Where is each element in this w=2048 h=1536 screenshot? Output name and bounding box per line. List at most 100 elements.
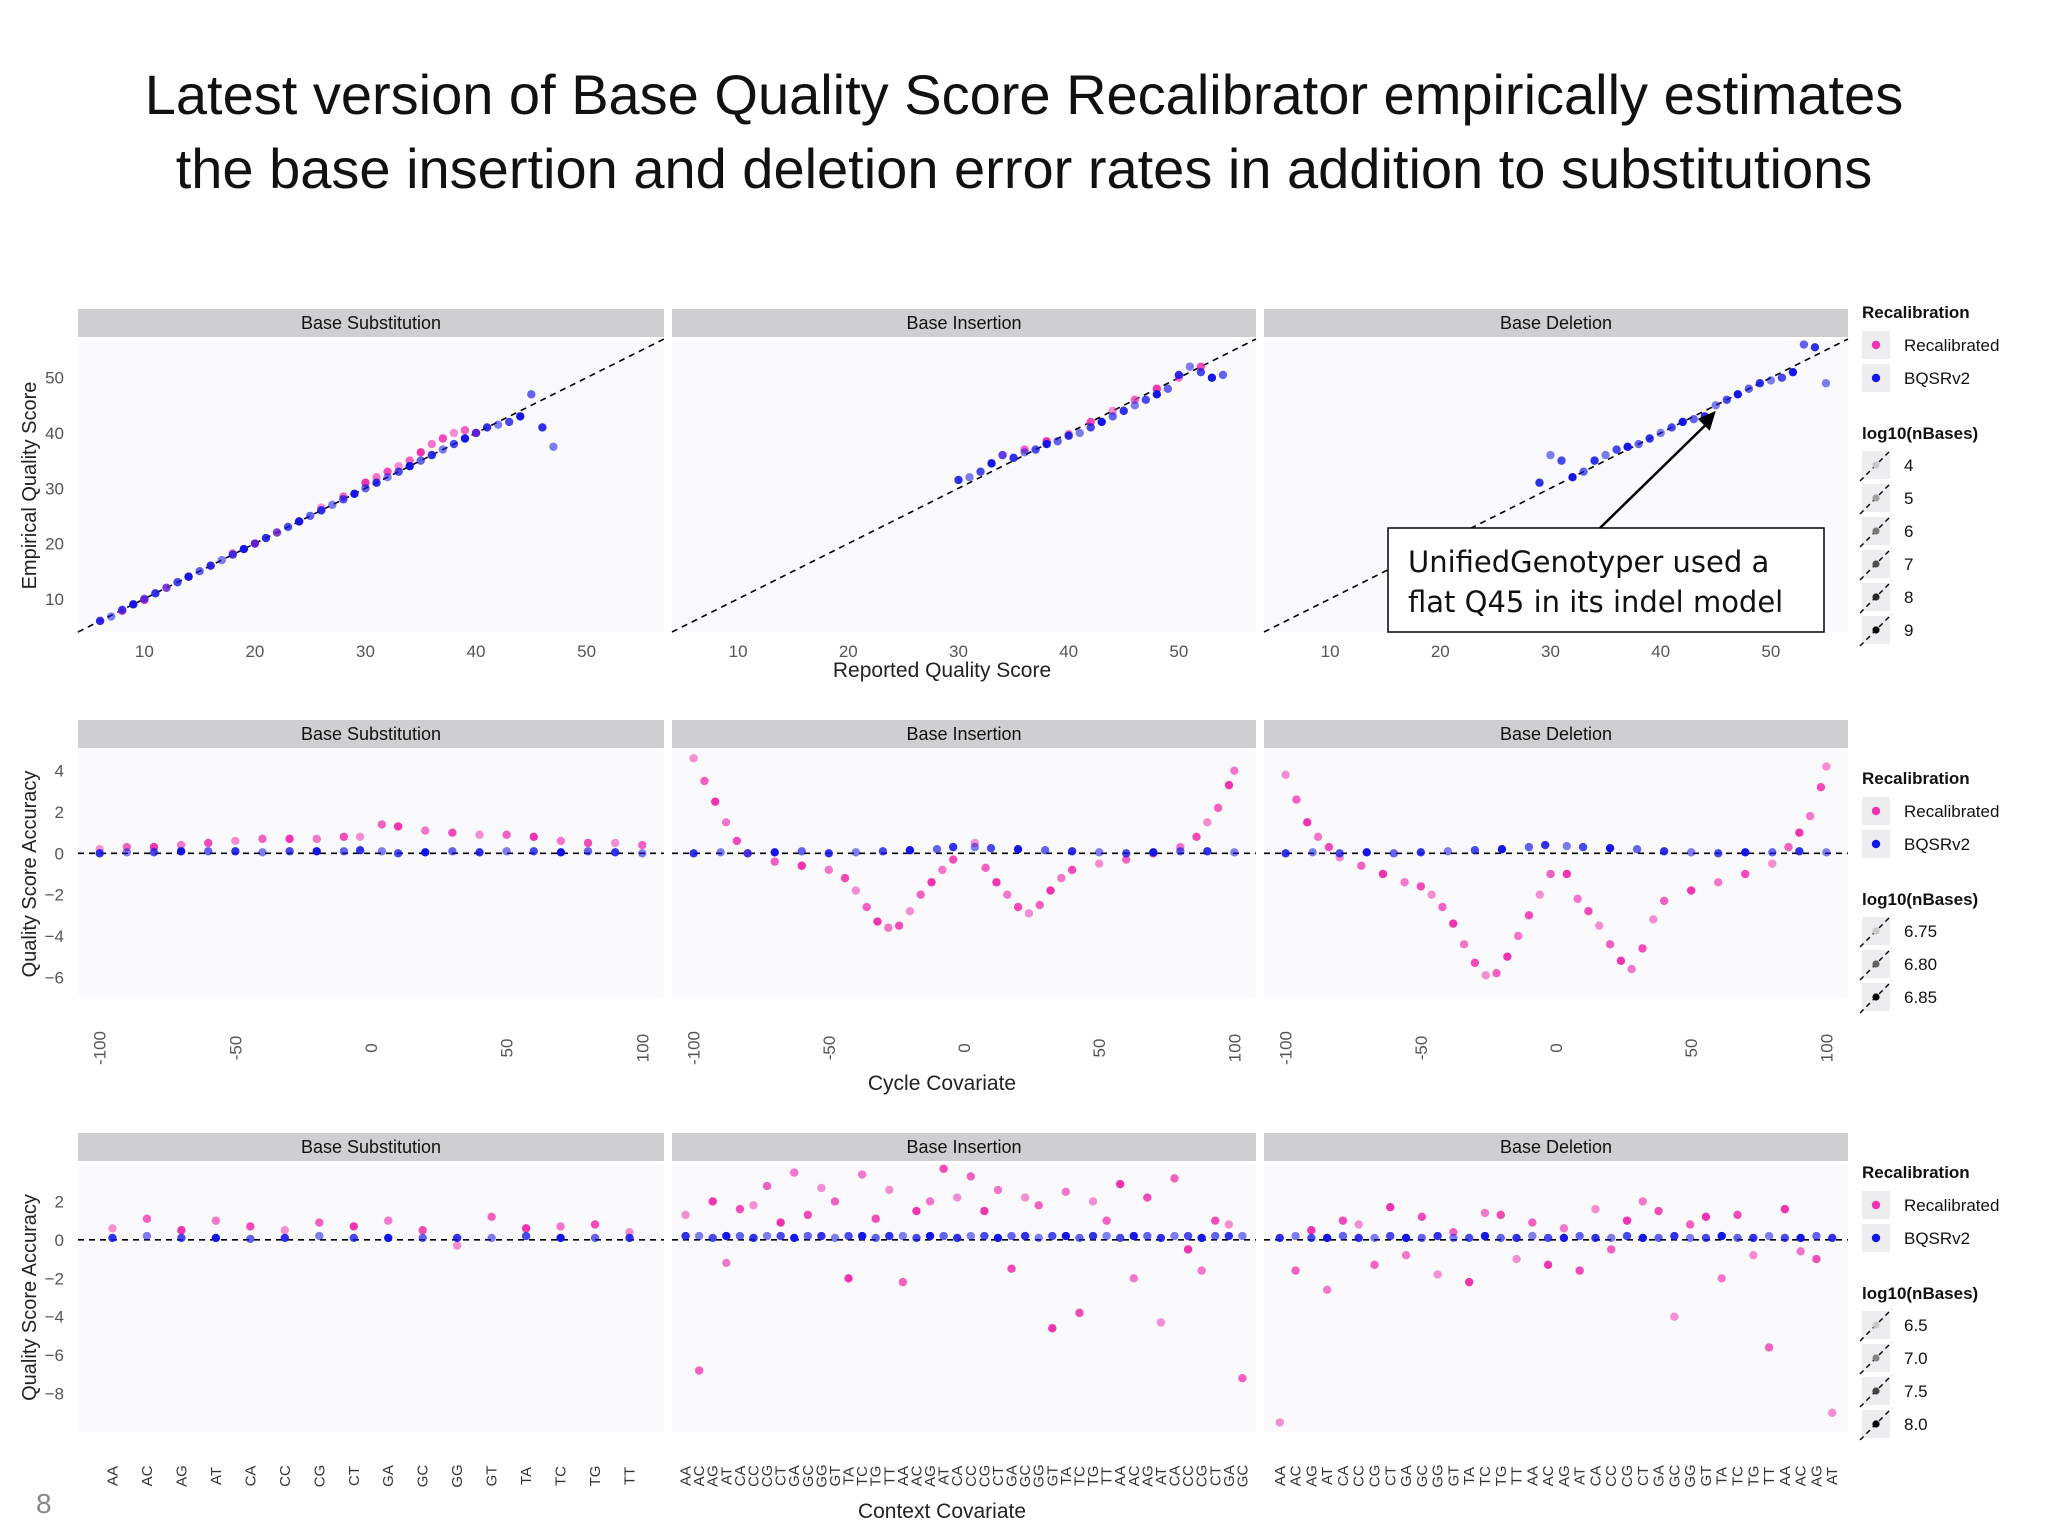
bqsrv2-point [1749, 1233, 1758, 1243]
recalibrated-point [700, 776, 709, 786]
x-tick-label: CC [1603, 1465, 1620, 1487]
bqsrv2-point [106, 612, 116, 621]
page-number: 8 [36, 1488, 52, 1519]
recalibrated-point [749, 1201, 758, 1210]
recalibrated-point [1156, 1318, 1166, 1327]
recalibrated-point [204, 838, 213, 848]
legend-size-swatch [1872, 560, 1880, 568]
x-tick-label: 10 [135, 642, 154, 661]
bqsrv2-point [384, 1233, 393, 1243]
x-tick-label: 50 [498, 1039, 517, 1058]
recalibrated-point [948, 855, 958, 864]
bqsrv2-point [1575, 1231, 1584, 1241]
y-tick-label: −4 [45, 1308, 64, 1327]
x-tick-label: CG [1619, 1465, 1636, 1488]
bqsrv2-point [1040, 846, 1050, 855]
legend-swatch [1871, 839, 1881, 849]
recalibrated-point [1313, 832, 1323, 841]
bqsrv2-point [1088, 1231, 1098, 1241]
legend-label: BQSRv2 [1904, 369, 1970, 388]
recalibrated-point [460, 426, 470, 435]
y-tick-label: −6 [45, 1346, 64, 1365]
recalibrated-point [1291, 1266, 1300, 1275]
recalibrated-point [142, 1214, 152, 1223]
recalibrated-point [1211, 1216, 1220, 1225]
bqsrv2-point [590, 1233, 600, 1243]
x-tick-label: CA [242, 1466, 259, 1487]
recalibrated-point [732, 836, 742, 846]
bqsrv2-point [475, 848, 484, 857]
recalibrated-point [502, 830, 511, 839]
bqsrv2-point [482, 423, 492, 432]
recalibrated-point [1546, 869, 1555, 879]
bqsrv2-point [1744, 384, 1754, 393]
bqsrv2-point [1497, 845, 1507, 854]
legend-size-title: log10(nBases) [1862, 1284, 1978, 1303]
bqsrv2-point [372, 478, 381, 487]
legend-label: 5 [1904, 489, 1913, 508]
recalibrated-point [905, 907, 915, 916]
bqsrv2-point [1714, 849, 1723, 858]
bqsrv2-point [1733, 390, 1743, 399]
recalibrated-point [1417, 1212, 1427, 1222]
x-tick-label: AT [208, 1467, 225, 1485]
panel-background [1264, 750, 1848, 998]
x-tick-label: CG [311, 1465, 328, 1488]
panel-background [78, 750, 664, 998]
bqsrv2-point [1535, 478, 1544, 487]
recalibrated-point [1035, 900, 1044, 910]
x-tick-label: 20 [245, 642, 264, 661]
recalibrated-point [438, 434, 448, 443]
bqsrv2-point [95, 616, 105, 626]
recalibrated-point [770, 857, 779, 866]
recalibrated-point [1496, 1210, 1505, 1220]
bqsrv2-point [1667, 423, 1676, 432]
recalibrated-point [1562, 869, 1572, 879]
bqsrv2-point [556, 1233, 565, 1243]
bqsrv2-point [1275, 1233, 1284, 1243]
bqsrv2-point [1053, 437, 1062, 446]
bqsrv2-point [803, 1231, 813, 1241]
recalibrated-point [1503, 952, 1512, 961]
x-tick-label: TC [1071, 1466, 1088, 1486]
bqsrv2-point [824, 849, 834, 858]
recalibrated-point [898, 1277, 908, 1287]
bqsrv2-point [1768, 848, 1777, 857]
y-tick-label: 2 [55, 803, 64, 822]
bqsrv2-point [1416, 848, 1426, 857]
x-tick-label: TG [1085, 1466, 1102, 1487]
x-tick-label: AC [908, 1465, 925, 1486]
legend-size-swatch [1872, 494, 1880, 502]
legend-swatch [1871, 806, 1881, 816]
recalibrated-point [1512, 1254, 1521, 1264]
recalibrated-point [1386, 1202, 1395, 1212]
recalibrated-point [1717, 1274, 1726, 1283]
recalibrated-point [840, 873, 850, 883]
recalibrated-point [1616, 956, 1626, 965]
recalibrated-point [830, 1197, 840, 1206]
recalibrated-point [339, 832, 349, 841]
recalibrated-point [1822, 762, 1831, 771]
bqsrv2-point [716, 848, 725, 857]
panel-cycle-0: Base Substitution -100 -50 0 50 100 [78, 720, 664, 1065]
bqsrv2-point [228, 550, 237, 559]
x-tick-label: CG [1194, 1465, 1211, 1488]
bqsrv2-point [305, 511, 315, 521]
x-tick-label: CG [759, 1465, 776, 1488]
legend-size-swatch [1872, 960, 1880, 968]
bqsrv2-point [1678, 417, 1687, 427]
recalibrated-point [487, 1212, 496, 1222]
bqsrv2-point [339, 847, 349, 856]
recalibrated-point [384, 1216, 393, 1225]
bqsrv2-point [1470, 846, 1480, 855]
x-tick-label: TT [622, 1467, 639, 1485]
bqsrv2-point [177, 1233, 186, 1243]
recalibrated-point [762, 1181, 772, 1191]
x-tick-label: CA [732, 1466, 749, 1487]
x-tick-label: -50 [226, 1036, 245, 1061]
legend-size-swatch [1872, 1321, 1880, 1329]
recalibrated-point [1701, 1212, 1711, 1222]
x-tick-label: AT [1153, 1467, 1170, 1485]
recalibrated-point [694, 1366, 704, 1375]
